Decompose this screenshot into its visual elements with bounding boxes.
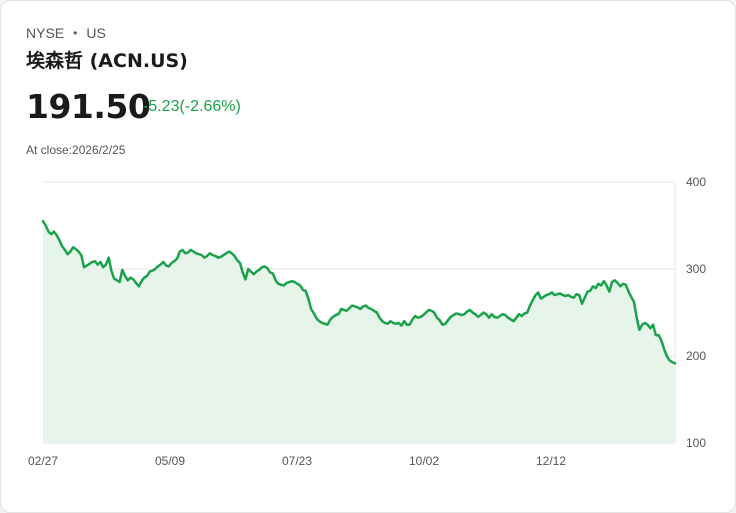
- close-info: At close:2026/2/25: [26, 143, 125, 157]
- close-date: 2026/2/25: [72, 143, 126, 157]
- x-tick-label: 02/27: [28, 454, 58, 468]
- price-area-fill: [43, 221, 675, 443]
- stock-price: 191.50: [26, 87, 151, 126]
- exchange-row: NYSE • US: [26, 25, 106, 41]
- exchange-name: NYSE: [26, 25, 65, 41]
- market-name: US: [86, 25, 106, 41]
- x-tick-label: 07/23: [282, 454, 312, 468]
- stock-title: 埃森哲 (ACN.US): [26, 50, 188, 72]
- y-tick-label: 400: [686, 175, 706, 189]
- price-change: -5.23(-2.66%): [143, 98, 241, 115]
- x-tick-label: 10/02: [409, 454, 439, 468]
- x-tick-label: 05/09: [155, 454, 185, 468]
- y-tick-label: 200: [686, 349, 706, 363]
- x-tick-label: 12/12: [536, 454, 566, 468]
- price-line: [41, 219, 677, 365]
- separator-dot: •: [73, 26, 78, 40]
- y-tick-label: 300: [686, 262, 706, 276]
- close-label: At close:: [26, 143, 73, 157]
- y-tick-label: 100: [686, 436, 706, 450]
